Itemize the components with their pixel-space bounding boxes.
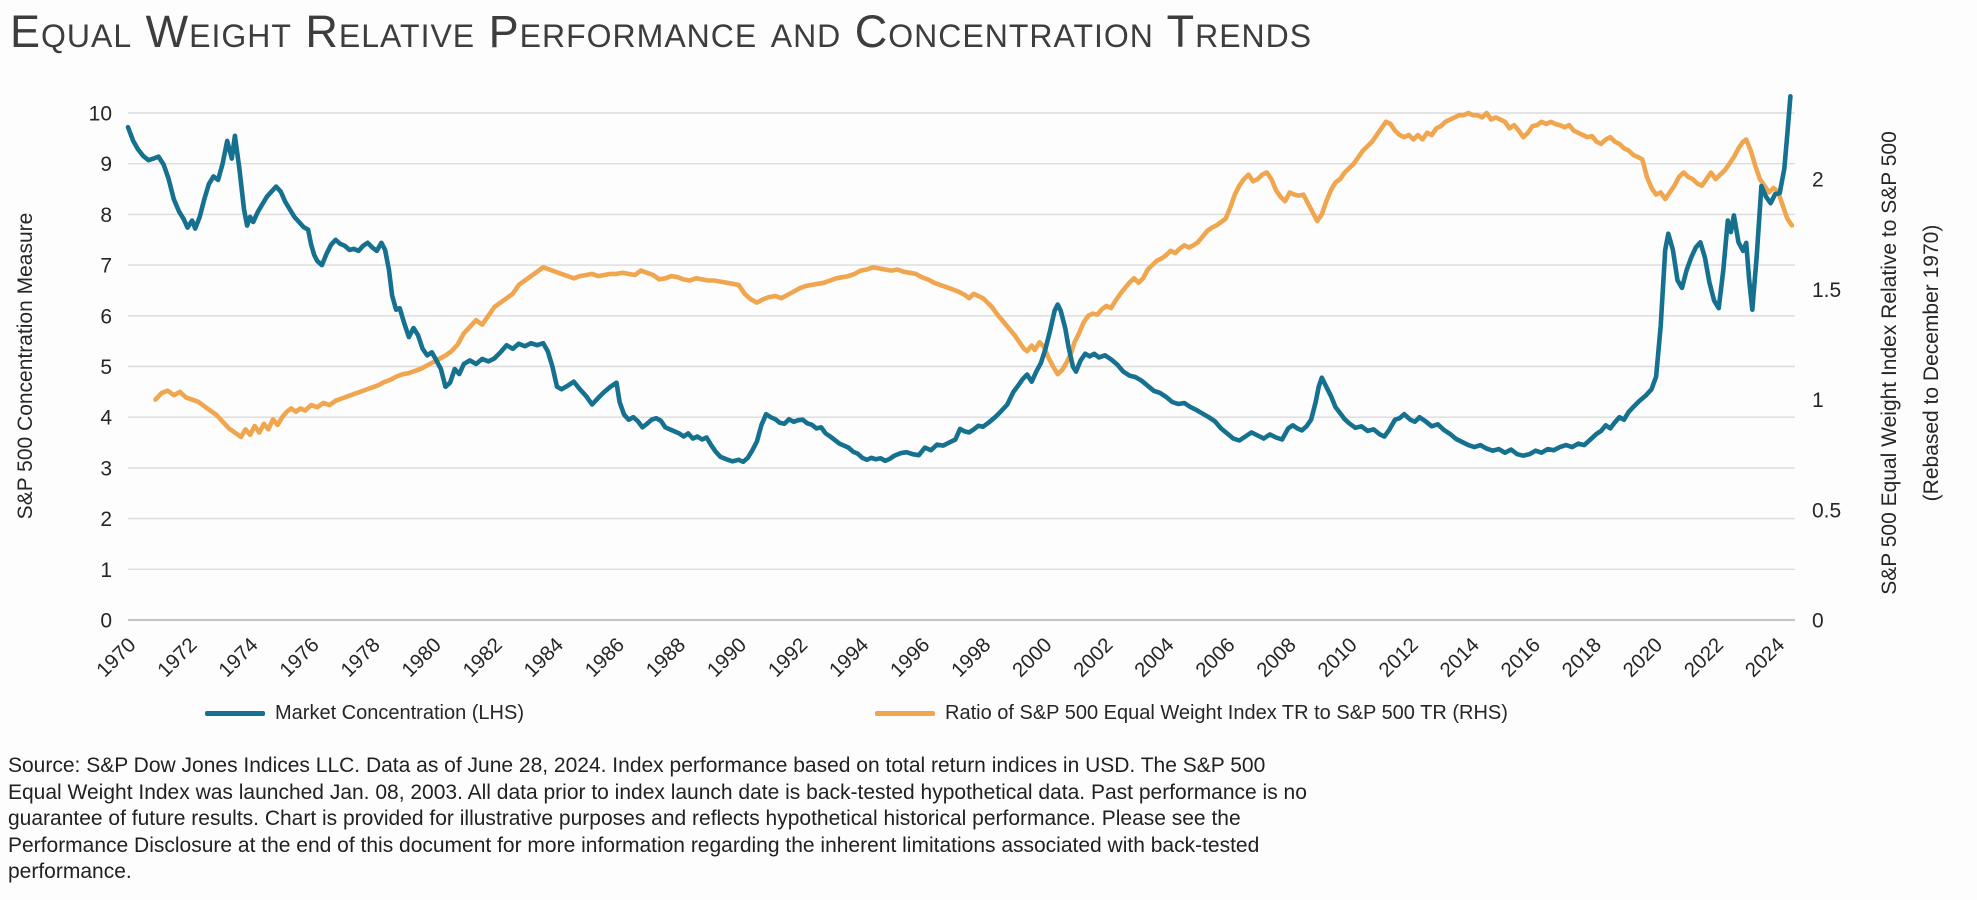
x-axis-tick-label: 2022 (1680, 633, 1729, 682)
source-line: Source: S&P Dow Jones Indices LLC. Data … (8, 754, 1266, 777)
x-axis-tick-label: 1972 (153, 633, 202, 682)
source-line: Performance Disclosure at the end of thi… (8, 833, 1260, 857)
legend-swatch-teal-line (205, 710, 265, 716)
x-axis-tick-label: 2016 (1496, 633, 1545, 682)
left-axis-tick-label: 7 (100, 255, 112, 278)
x-axis-tick-label: 2006 (1191, 633, 1240, 682)
x-axis-tick-label: 1980 (397, 633, 446, 682)
right-axis-tick-label: 0.5 (1812, 499, 1841, 522)
x-axis-tick-label: 1990 (703, 633, 752, 682)
x-axis-tick-label: 2002 (1069, 633, 1118, 682)
right-axis-title-line1: S&P 500 Equal Weight Index Relative to S… (1878, 131, 1901, 594)
source-line: performance. (8, 860, 132, 884)
left-axis-tick-label: 10 (89, 103, 112, 126)
x-axis-tick-label: 1994 (825, 633, 874, 682)
x-axis-tick-label: 1978 (336, 633, 385, 682)
x-axis-tick-label: 1998 (947, 633, 996, 682)
source-line: Equal Weight Index was launched Jan. 08,… (8, 780, 1307, 804)
x-axis-tick-label: 1986 (581, 633, 630, 682)
left-axis-tick-label: 2 (100, 508, 112, 531)
x-axis-tick-label: 1976 (275, 633, 324, 682)
x-axis-tick-label: 2010 (1313, 633, 1362, 682)
series-line-equal-weight-ratio (153, 110, 1795, 440)
x-axis-tick-label: 1974 (214, 633, 263, 682)
x-axis-tick-label: 1988 (642, 633, 691, 682)
legend-swatch-orange-line (875, 710, 935, 716)
source-disclosure-note: Source: S&P Dow Jones Indices LLC. Data … (8, 753, 1966, 886)
x-axis-tick-label: 1984 (519, 633, 568, 682)
left-axis-tick-label: 0 (100, 610, 112, 633)
x-axis-tick-label: 1992 (764, 633, 813, 682)
x-axis-tick-label: 1996 (886, 633, 935, 682)
left-axis-tick-label: 9 (100, 153, 112, 176)
x-axis-tick-label: 2004 (1130, 633, 1179, 682)
left-axis-tick-label: 4 (100, 407, 112, 430)
right-axis-tick-label: 1 (1812, 389, 1824, 412)
right-axis-title-line2: (Rebased to December 1970) (1920, 225, 1943, 502)
left-axis-tick-label: 3 (100, 457, 112, 480)
x-axis-tick-label: 2024 (1741, 633, 1790, 682)
x-axis-tick-label: 2008 (1252, 633, 1301, 682)
chart-legend: Market Concentration (LHS) Ratio of S&P … (0, 697, 1977, 729)
left-axis-tick-label: 6 (100, 305, 112, 328)
left-axis-title: S&P 500 Concentration Measure (14, 213, 37, 520)
right-axis-tick-label: 1.5 (1812, 279, 1841, 302)
right-axis-tick-label: 0 (1812, 610, 1824, 633)
left-axis-tick-label: 1 (100, 559, 112, 582)
right-axis-tick-label: 2 (1812, 169, 1824, 192)
x-axis-tick-label: 1982 (458, 633, 507, 682)
x-axis-tick-label: 1970 (92, 633, 141, 682)
x-axis-tick-label: 2012 (1374, 633, 1423, 682)
left-axis-tick-label: 5 (100, 356, 112, 379)
x-axis-tick-label: 2018 (1558, 633, 1607, 682)
x-axis-tick-label: 2000 (1008, 633, 1057, 682)
legend-label-market-concentration: Market Concentration (LHS) (275, 701, 524, 724)
x-axis-tick-label: 2014 (1435, 633, 1484, 682)
legend-item-market-concentration: Market Concentration (LHS) (205, 697, 524, 729)
page-title: Equal Weight Relative Performance and Co… (10, 6, 1313, 57)
source-line: guarantee of future results. Chart is pr… (8, 807, 1241, 831)
dual-axis-line-chart: 0 1 2 3 4 5 6 7 8 9 10 0 0.5 1 1.5 2 1970 1972 1974 1976 197… (14, 94, 1943, 682)
left-axis-tick-label: 8 (100, 204, 112, 227)
legend-label-equal-weight-ratio: Ratio of S&P 500 Equal Weight Index TR t… (945, 701, 1508, 724)
x-axis-tick-label: 2020 (1619, 633, 1668, 682)
legend-item-equal-weight-ratio: Ratio of S&P 500 Equal Weight Index TR t… (875, 697, 1508, 729)
series-line-market-concentration (125, 94, 1793, 465)
